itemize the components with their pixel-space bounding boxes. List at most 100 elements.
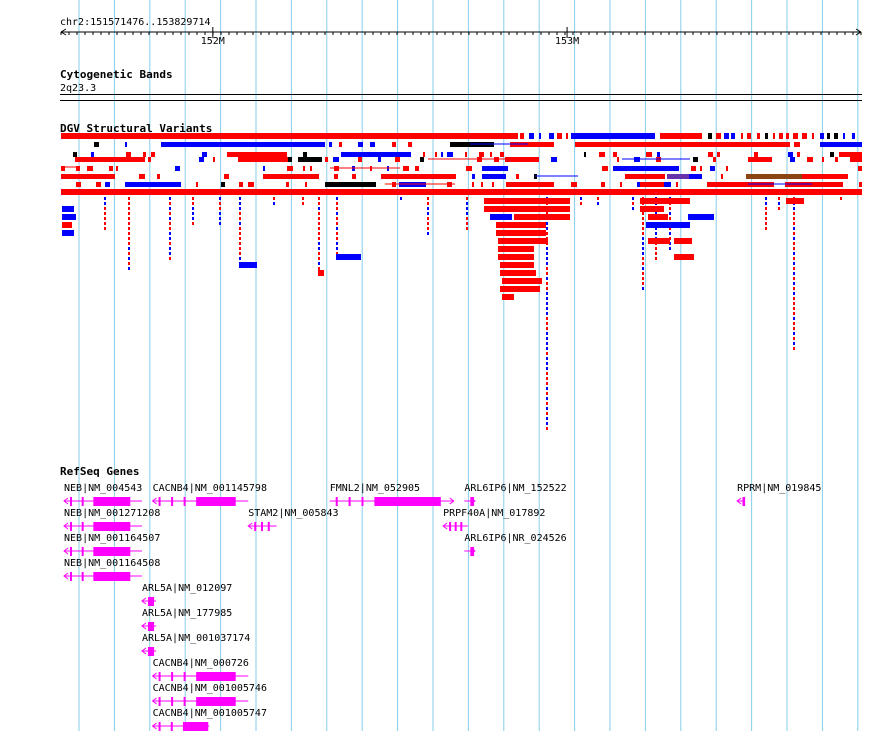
dgv-variant[interactable] bbox=[169, 212, 171, 215]
dgv-variant-gain[interactable] bbox=[161, 142, 325, 147]
dgv-variant[interactable] bbox=[546, 267, 548, 270]
dgv-variant[interactable] bbox=[793, 237, 795, 240]
dgv-variant[interactable] bbox=[546, 377, 548, 380]
dgv-variant[interactable] bbox=[793, 327, 795, 330]
dgv-variant[interactable] bbox=[339, 142, 342, 147]
dgv-variant[interactable] bbox=[427, 222, 429, 225]
dgv-variant[interactable] bbox=[104, 217, 106, 220]
dgv-variant[interactable] bbox=[334, 174, 338, 179]
dgv-variant[interactable] bbox=[109, 166, 113, 171]
dgv-variant[interactable] bbox=[741, 133, 743, 139]
dgv-variant[interactable] bbox=[318, 227, 320, 230]
dgv-variant[interactable] bbox=[336, 254, 361, 260]
dgv-variant[interactable] bbox=[329, 142, 332, 147]
dgv-variant[interactable] bbox=[325, 157, 328, 162]
dgv-variant[interactable] bbox=[500, 152, 504, 157]
dgv-variant[interactable] bbox=[546, 352, 548, 355]
dgv-variant[interactable] bbox=[520, 133, 524, 139]
dgv-variant[interactable] bbox=[655, 212, 657, 215]
dgv-variant[interactable] bbox=[336, 202, 338, 205]
dgv-track[interactable]: DGV Structural Variants bbox=[60, 122, 862, 430]
dgv-variant[interactable] bbox=[169, 227, 171, 230]
dgv-variant[interactable] bbox=[441, 152, 443, 157]
dgv-variant[interactable] bbox=[116, 166, 118, 171]
dgv-variant[interactable] bbox=[793, 307, 795, 310]
dgv-variant[interactable] bbox=[642, 267, 644, 270]
dgv-variant[interactable] bbox=[370, 142, 375, 147]
dgv-variant[interactable] bbox=[490, 152, 492, 157]
dgv-variant[interactable] bbox=[793, 332, 795, 335]
dgv-variant[interactable] bbox=[773, 133, 775, 139]
dgv-variant[interactable] bbox=[199, 157, 204, 162]
dgv-variant[interactable] bbox=[693, 157, 698, 162]
gene-arl5a[interactable]: ARL5A|NM_177985 bbox=[141, 608, 232, 631]
dgv-variant[interactable] bbox=[793, 267, 795, 270]
dgv-variant[interactable] bbox=[169, 222, 171, 225]
dgv-variant[interactable] bbox=[239, 207, 241, 210]
dgv-variant[interactable] bbox=[239, 197, 241, 200]
dgv-variant[interactable] bbox=[676, 182, 678, 187]
dgv-variant[interactable] bbox=[802, 133, 807, 139]
dgv-variant[interactable] bbox=[76, 166, 80, 171]
dgv-variant[interactable] bbox=[822, 157, 824, 162]
dgv-variant[interactable] bbox=[336, 237, 338, 240]
dgv-variant[interactable] bbox=[672, 198, 690, 204]
dgv-variant[interactable] bbox=[219, 202, 221, 205]
dgv-variant[interactable] bbox=[358, 142, 363, 147]
dgv-variant[interactable] bbox=[286, 157, 292, 162]
dgv-variant[interactable] bbox=[655, 252, 657, 255]
dgv-variant[interactable] bbox=[143, 152, 146, 157]
dgv-variant[interactable] bbox=[318, 257, 320, 260]
dgv-variant[interactable] bbox=[169, 237, 171, 240]
dgv-variant[interactable] bbox=[546, 387, 548, 390]
dgv-variant[interactable] bbox=[128, 217, 130, 220]
dgv-variant[interactable] bbox=[472, 182, 474, 187]
dgv-variant[interactable] bbox=[169, 207, 171, 210]
dgv-variant[interactable] bbox=[381, 174, 456, 179]
dgv-variant[interactable] bbox=[169, 232, 171, 235]
dgv-variant[interactable] bbox=[546, 422, 548, 425]
dgv-variant[interactable] bbox=[239, 212, 241, 215]
dgv-variant[interactable] bbox=[465, 152, 467, 157]
dgv-variant-loss[interactable] bbox=[748, 157, 772, 162]
dgv-variant[interactable] bbox=[336, 252, 338, 255]
dgv-variant[interactable] bbox=[128, 232, 130, 235]
dgv-variant[interactable] bbox=[466, 212, 468, 215]
dgv-variant[interactable] bbox=[62, 206, 74, 212]
dgv-variant[interactable] bbox=[239, 232, 241, 235]
dgv-variant[interactable] bbox=[793, 272, 795, 275]
dgv-variant-gain[interactable] bbox=[571, 133, 655, 139]
dgv-variant-gain[interactable] bbox=[482, 166, 508, 171]
dgv-variant[interactable] bbox=[546, 337, 548, 340]
dgv-variant[interactable] bbox=[655, 257, 657, 260]
dgv-variant[interactable] bbox=[757, 133, 760, 139]
dgv-variant-loss[interactable] bbox=[502, 294, 514, 300]
dgv-variant[interactable] bbox=[546, 407, 548, 410]
dgv-variant[interactable] bbox=[642, 237, 644, 240]
dgv-variant[interactable] bbox=[466, 197, 468, 200]
refseq-track[interactable]: RefSeq Genes NEB|NM_004543 NEB|NM_0012712… bbox=[60, 465, 821, 731]
dgv-variant[interactable] bbox=[73, 152, 77, 157]
dgv-variant[interactable] bbox=[318, 252, 320, 255]
dgv-variant[interactable] bbox=[546, 222, 548, 225]
dgv-variant-loss[interactable] bbox=[61, 174, 111, 179]
gene-arl5a[interactable]: ARL5A|NM_001037174 bbox=[141, 633, 250, 656]
dgv-variant[interactable] bbox=[336, 247, 338, 250]
dgv-variant[interactable] bbox=[642, 232, 644, 235]
dgv-variant[interactable] bbox=[648, 214, 668, 220]
dgv-variant[interactable] bbox=[642, 252, 644, 255]
dgv-variant[interactable] bbox=[546, 322, 548, 325]
dgv-variant[interactable] bbox=[546, 302, 548, 305]
dgv-variant[interactable] bbox=[793, 322, 795, 325]
dgv-variant[interactable] bbox=[481, 182, 483, 187]
dgv-variant[interactable] bbox=[726, 166, 728, 171]
dgv-variant[interactable] bbox=[318, 202, 320, 205]
dgv-variant[interactable] bbox=[408, 142, 412, 147]
dgv-variant-loss[interactable] bbox=[500, 270, 536, 276]
dgv-variant[interactable] bbox=[128, 207, 130, 210]
dgv-variant[interactable] bbox=[128, 197, 130, 200]
dgv-variant[interactable] bbox=[427, 207, 429, 210]
dgv-variant[interactable] bbox=[546, 307, 548, 310]
dgv-variant[interactable] bbox=[834, 133, 838, 139]
dgv-variant-loss[interactable] bbox=[496, 222, 546, 228]
